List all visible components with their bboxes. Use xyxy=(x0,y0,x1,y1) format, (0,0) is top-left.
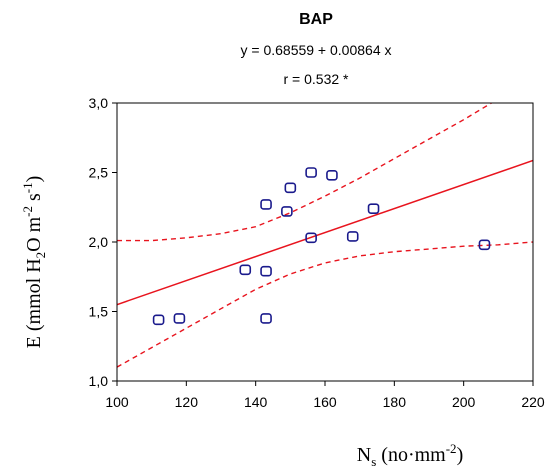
y-tick-label: 3,0 xyxy=(89,95,109,111)
x-tick-label: 140 xyxy=(244,394,268,410)
x-tick-label: 160 xyxy=(313,394,337,410)
y-axis-label: E (mmol H2O m-2 s-1) xyxy=(20,176,48,349)
data-point xyxy=(281,206,293,217)
y-label-sup2: -1 xyxy=(20,182,35,193)
x-tick-label: 200 xyxy=(452,394,476,410)
y-label-sup1: -2 xyxy=(20,206,35,217)
data-point xyxy=(305,232,317,244)
y-tick-label: 1,0 xyxy=(89,373,109,389)
x-axis-label: Ns (no·mm-2) xyxy=(357,441,463,469)
data-point xyxy=(239,264,252,276)
x-label-sup: -2 xyxy=(446,441,457,456)
y-label-sub: 2 xyxy=(33,252,48,259)
y-tick-label: 2,5 xyxy=(89,165,109,181)
x-label-sub: s xyxy=(371,454,376,469)
data-point xyxy=(346,231,359,242)
data-point xyxy=(284,182,297,194)
confidence-band-lower xyxy=(117,241,533,368)
y-label-p1: E (mmol H xyxy=(23,258,45,348)
x-tick-label: 100 xyxy=(105,394,129,410)
data-point xyxy=(326,169,338,181)
data-point xyxy=(367,203,380,214)
chart-title: BAP xyxy=(299,11,333,28)
data-point xyxy=(260,313,272,324)
y-tick-label: 2,0 xyxy=(89,234,109,250)
data-point xyxy=(260,199,272,210)
plot-area: 100 120 140 160 180 200 220 1,0 1,5 2,0 2,5 3,0 xyxy=(89,95,545,410)
data-point xyxy=(152,314,165,326)
x-tick-label: 180 xyxy=(383,394,407,410)
y-label-p2: O m xyxy=(23,216,45,251)
data-point xyxy=(173,313,186,324)
data-point xyxy=(478,239,491,251)
x-label-rest: (no·mm xyxy=(376,444,446,466)
x-tick-label: 220 xyxy=(521,394,545,410)
data-point xyxy=(305,167,317,178)
x-label-base: N xyxy=(357,444,371,466)
correlation-coefficient: r = 0.532 * xyxy=(284,71,350,87)
y-label-p4: ) xyxy=(23,176,45,183)
x-tick-label: 120 xyxy=(175,394,199,410)
y-tick-label: 1,5 xyxy=(89,304,109,320)
y-label-p3: s xyxy=(23,193,45,206)
regression-line xyxy=(117,159,533,306)
x-label-close: ) xyxy=(457,444,464,466)
regression-equation: y = 0.68559 + 0.00864 x xyxy=(240,42,391,58)
confidence-band-upper xyxy=(117,103,492,242)
data-point xyxy=(260,265,272,277)
plot-frame xyxy=(116,102,534,382)
